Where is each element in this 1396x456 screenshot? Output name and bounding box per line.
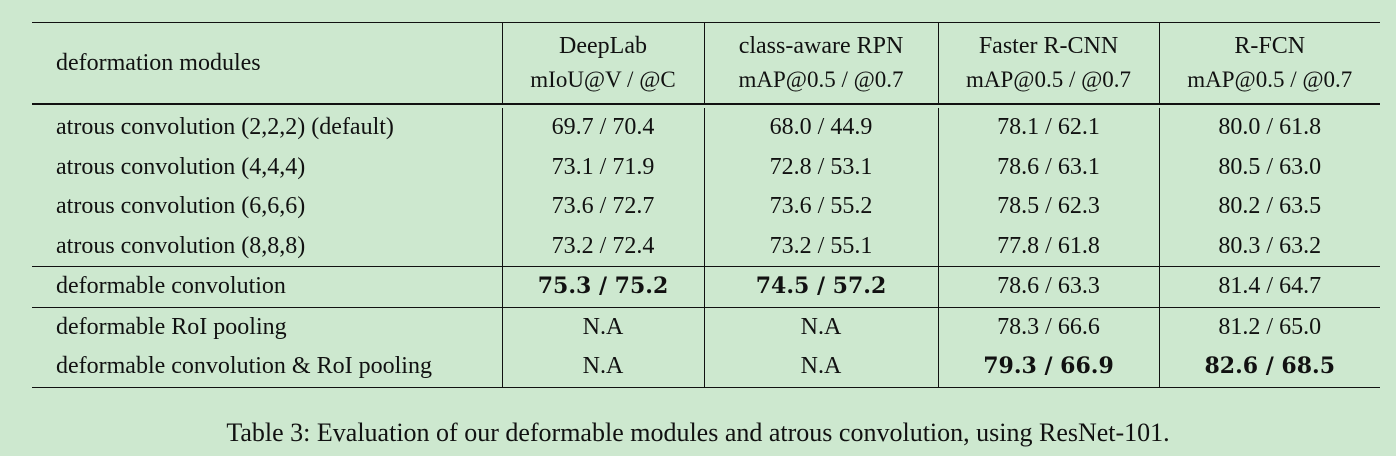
table-cell: 78.3 / 66.6: [937, 306, 1159, 347]
header-label: deformation modules: [32, 22, 502, 104]
table-row: atrous convolution (2,2,2) (default) 69.…: [32, 108, 1380, 148]
table-cell: N.A: [703, 306, 938, 347]
table-cell: 80.3 / 63.2: [1158, 226, 1380, 267]
table-cell: 69.7 / 70.4: [501, 108, 704, 148]
header-rule-2: [32, 104, 1380, 108]
column-metric: mAP@0.5 / @0.7: [1187, 67, 1353, 92]
table-cell-best: 82.6 / 68.5: [1158, 347, 1380, 388]
row-label: atrous convolution (2,2,2) (default): [56, 114, 394, 140]
table-cell: 81.2 / 65.0: [1158, 306, 1380, 347]
header-col-r-fcn: R-FCN mAP@0.5 / @0.7: [1158, 22, 1380, 104]
results-table: deformation modules DeepLab mIoU@V / @C …: [32, 22, 1380, 388]
table-cell: 80.5 / 63.0: [1158, 147, 1380, 187]
table-cell: 68.0 / 44.9: [703, 108, 938, 148]
row-label: atrous convolution (8,8,8): [56, 232, 306, 259]
table-row: atrous convolution (4,4,4) 73.1 / 71.9 7…: [32, 147, 1380, 187]
column-name: Faster R-CNN: [978, 33, 1119, 59]
table-cell: 81.4 / 64.7: [1158, 266, 1380, 307]
table-caption: Table 3: Evaluation of our deformable mo…: [226, 418, 1170, 447]
results-table-container: deformation modules DeepLab mIoU@V / @C …: [32, 22, 1380, 388]
table-cell: 80.0 / 61.8: [1158, 108, 1380, 148]
column-name: R-FCN: [1234, 33, 1306, 59]
table-cell-best: 79.3 / 66.9: [937, 347, 1159, 388]
column-name: DeepLab: [559, 33, 647, 59]
row-label: atrous convolution (4,4,4): [56, 153, 306, 180]
table-cell: 78.6 / 63.3: [937, 266, 1159, 307]
header-row: deformation modules DeepLab mIoU@V / @C …: [32, 22, 1380, 104]
column-metric: mAP@0.5 / @0.7: [738, 67, 904, 92]
row-label: deformable RoI pooling: [32, 306, 502, 347]
table-cell: 73.6 / 72.7: [501, 187, 704, 227]
table-cell: 78.5 / 62.3: [937, 187, 1159, 227]
table-row: deformable convolution & RoI pooling N.A…: [32, 347, 1380, 388]
table-cell-best: 74.5 / 57.2: [703, 266, 938, 307]
table-cell: N.A: [703, 347, 938, 388]
table-cell: 77.8 / 61.8: [937, 226, 1159, 267]
table-cell: N.A: [501, 306, 704, 347]
column-metric: mAP@0.5 / @0.7: [965, 67, 1132, 92]
table-row: deformable RoI pooling N.A N.A 78.3 / 66…: [32, 306, 1380, 347]
header-col-deeplab: DeepLab mIoU@V / @C: [501, 22, 704, 104]
table-row: atrous convolution (6,6,6) 73.6 / 72.7 7…: [32, 187, 1380, 227]
table-row: deformable convolution 75.3 / 75.2 74.5 …: [32, 266, 1380, 307]
table-cell: 73.2 / 55.1: [703, 226, 938, 267]
header-rule-1: [32, 103, 1380, 105]
row-label: atrous convolution (6,6,6): [56, 193, 306, 219]
header-col-class-aware-rpn: class-aware RPN mAP@0.5 / @0.7: [703, 22, 938, 104]
table-cell: N.A: [501, 347, 704, 388]
table-row: atrous convolution (8,8,8) 73.2 / 72.4 7…: [32, 226, 1380, 267]
header-col-faster-rcnn: Faster R-CNN mAP@0.5 / @0.7: [937, 22, 1159, 104]
table-cell: 73.2 / 72.4: [501, 226, 704, 267]
row-label: deformable convolution: [32, 266, 502, 307]
table-cell: 80.2 / 63.5: [1158, 187, 1380, 227]
table-cell-best: 75.3 / 75.2: [501, 266, 704, 307]
row-label: deformable convolution & RoI pooling: [32, 347, 502, 388]
table-cell: 72.8 / 53.1: [703, 147, 938, 187]
table-cell: 73.6 / 55.2: [703, 187, 938, 227]
table-cell: 78.1 / 62.1: [937, 108, 1159, 148]
column-name: class-aware RPN: [738, 33, 904, 59]
column-metric: mIoU@V / @C: [530, 67, 676, 92]
table-cell: 78.6 / 63.1: [937, 147, 1159, 187]
table-cell: 73.1 / 71.9: [501, 147, 704, 187]
